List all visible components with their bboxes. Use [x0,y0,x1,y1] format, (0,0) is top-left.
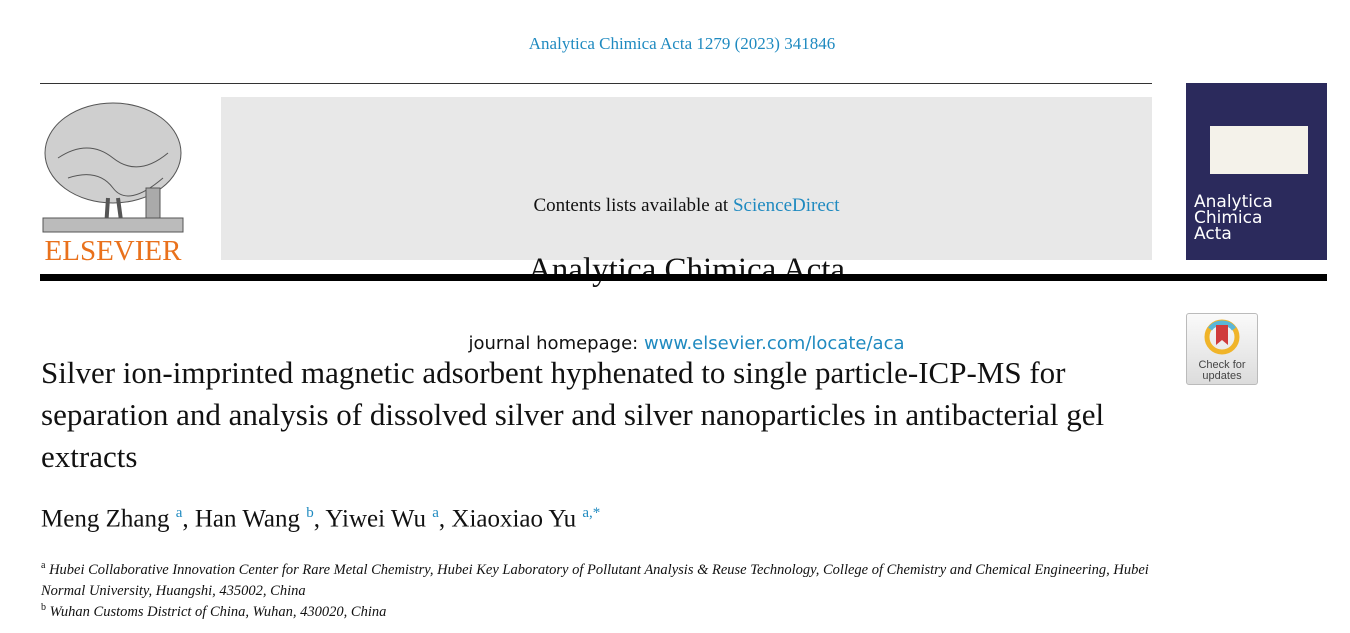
homepage-prefix: journal homepage: [468,333,644,354]
cover-title-line: Acta [1194,224,1232,244]
affiliation-label: b [41,602,46,613]
check-updates-label: updates [1202,370,1242,382]
cover-graphic [1210,126,1308,174]
check-for-updates-button[interactable]: Check for updates [1186,313,1258,385]
author-affiliation-mark[interactable]: a [175,505,183,521]
citation-link[interactable]: Analytica Chimica Acta 1279 (2023) 34184… [528,34,836,53]
author-name[interactable]: Yiwei Wu [325,505,426,533]
contents-prefix: Contents lists available at [533,195,733,216]
journal-cover[interactable]: Analytica Chimica Acta [1186,83,1327,260]
homepage-link[interactable]: www.elsevier.com/locate/aca [643,333,905,354]
divider [40,83,1152,84]
journal-banner: Contents lists available at ScienceDirec… [221,97,1152,354]
author-name[interactable]: Meng Zhang [41,505,170,533]
affiliation-text: Hubei Collaborative Innovation Center fo… [41,561,1149,599]
affiliation: b Wuhan Customs District of China, Wuhan… [41,597,386,623]
cover-title: Analytica Chimica Acta [1194,192,1273,244]
author-name[interactable]: Han Wang [194,505,301,533]
author-affiliation-mark[interactable]: b [306,505,314,521]
elsevier-tree-icon: ELSEVIER [42,102,184,267]
affiliation-label: a [41,560,46,571]
check-updates-icon [1204,319,1240,355]
author-affiliation-mark[interactable]: a,* [582,505,601,521]
author-affiliation-mark[interactable]: a [432,505,439,521]
author-name[interactable]: Xiaoxiao Yu [451,505,577,533]
affiliation: a Hubei Collaborative Innovation Center … [41,555,1161,602]
cover-title-line: Analytica [1194,192,1273,212]
cover-title-line: Chimica [1194,208,1263,228]
affiliation-text: Wuhan Customs District of China, Wuhan, … [49,603,387,620]
sciencedirect-link[interactable]: ScienceDirect [732,195,840,216]
article-title: Silver ion-imprinted magnetic adsorbent … [41,355,1105,474]
elsevier-logo: ELSEVIER [38,98,188,267]
author-list: Meng Zhang a, Han Wang b, Yiwei Wu a, Xi… [41,505,601,533]
publisher-name: ELSEVIER [45,235,183,263]
homepage-line: journal homepage: www.elsevier.com/locat… [221,333,1152,354]
check-updates-label: Check for [1198,359,1246,371]
journal-title: Analytica Chimica Acta [527,252,846,288]
contents-line: Contents lists available at ScienceDirec… [221,195,1152,217]
header-bar [40,274,1327,281]
